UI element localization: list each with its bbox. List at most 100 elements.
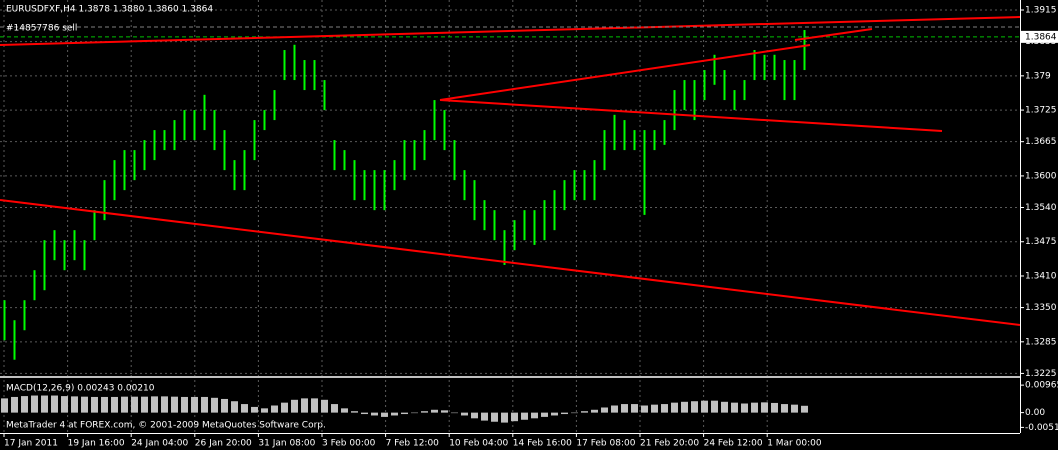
macd-bar (151, 396, 158, 413)
macd-bar (511, 412, 518, 422)
macd-bar (761, 402, 768, 413)
macd-bar (451, 412, 458, 414)
x-tick-label: 3 Feb 00:00 (322, 439, 376, 449)
watermark: MetaTrader 4 at FOREX.com, © 2001-2009 M… (6, 421, 326, 431)
x-tick-label: 24 Jan 04:00 (131, 439, 188, 449)
macd-bar (171, 396, 178, 413)
macd-bar (421, 411, 428, 413)
macd-bar (731, 402, 738, 413)
macd-tick-label: 0.00965 (1025, 381, 1058, 391)
macd-bar (771, 402, 778, 413)
macd-bar (51, 395, 58, 413)
macd-bar (211, 397, 218, 413)
macd-bar (271, 405, 278, 413)
macd-bar (641, 405, 648, 413)
macd-bar (71, 396, 78, 413)
y-tick-label: 1.3350 (1025, 303, 1057, 313)
macd-bar (131, 396, 138, 413)
macd-tick-label: 0.00 (1025, 408, 1045, 418)
macd-bar (121, 396, 128, 413)
macd-bar (31, 395, 38, 413)
macd-bar (581, 411, 588, 413)
trend-line (0, 16, 1021, 46)
macd-bar (571, 412, 578, 414)
y-tick-label: 1.3725 (1025, 106, 1057, 116)
macd-bar (611, 405, 618, 413)
macd-bar (401, 412, 408, 415)
x-tick-label: 26 Jan 20:00 (195, 439, 252, 449)
chart-title: EURUSDFXF,H4 1.3878 1.3880 1.3860 1.3864 (6, 5, 213, 15)
x-tick-label: 17 Jan 2011 (4, 439, 58, 449)
macd-bar (631, 404, 638, 413)
macd-bar (801, 405, 808, 413)
macd-bar (681, 401, 688, 413)
macd-bar (111, 396, 118, 413)
y-tick-label: 1.3915 (1025, 6, 1057, 16)
macd-title: MACD(12,26,9) 0.00243 0.00210 (6, 384, 155, 394)
macd-bar (541, 412, 548, 417)
macd-bar (701, 400, 708, 413)
current-price-box (1021, 30, 1058, 43)
macd-bar (291, 399, 298, 413)
x-tick-label: 14 Feb 16:00 (513, 439, 572, 449)
macd-panel (1, 395, 808, 423)
macd-bar (531, 412, 538, 419)
macd-bar (651, 404, 658, 413)
macd-bar (161, 396, 168, 413)
macd-tick-label: -0.00518 (1025, 423, 1058, 433)
x-tick-label: 31 Jan 08:00 (258, 439, 315, 449)
macd-bar (91, 396, 98, 413)
x-tick-label: 24 Feb 12:00 (704, 439, 763, 449)
macd-bar (351, 411, 358, 413)
x-tick-label: 19 Jan 16:00 (68, 439, 125, 449)
trend-line (439, 99, 943, 132)
macd-bar (201, 396, 208, 413)
macd-bar (591, 409, 598, 413)
trend-line (794, 28, 873, 41)
y-tick-label: 1.3600 (1025, 171, 1057, 181)
macd-bar (791, 404, 798, 413)
macd-bar (21, 396, 28, 413)
macd-bar (371, 412, 378, 416)
macd-bar (251, 406, 258, 413)
macd-bar (721, 401, 728, 413)
current-price-label: 1.3864 (1025, 32, 1057, 42)
macd-bar (331, 404, 338, 413)
panel-separator (0, 376, 1020, 378)
macd-bar (301, 398, 308, 413)
axes: 1.39151.38551.3791.37251.36651.36001.354… (3, 6, 1058, 449)
x-tick-label: 17 Feb 08:00 (576, 439, 635, 449)
x-tick-label: 21 Feb 20:00 (640, 439, 699, 449)
macd-bar (391, 412, 398, 416)
macd-bar (711, 400, 718, 413)
macd-bar (521, 412, 528, 420)
macd-bar (431, 409, 438, 413)
macd-bar (751, 402, 758, 413)
macd-bar (381, 412, 388, 417)
trend-line (0, 199, 1021, 326)
macd-bar (241, 404, 248, 413)
x-tick-label: 10 Feb 04:00 (449, 439, 508, 449)
macd-bar (661, 404, 668, 413)
macd-bar (741, 403, 748, 413)
macd-bar (61, 396, 68, 413)
trend-line (439, 44, 811, 101)
y-tick-label: 1.3665 (1025, 137, 1057, 147)
y-tick-label: 1.379 (1025, 71, 1051, 81)
macd-bar (1, 398, 8, 413)
macd-bar (551, 412, 558, 416)
macd-bar (441, 410, 448, 413)
macd-bar (341, 408, 348, 413)
macd-bar (411, 412, 418, 414)
y-tick-label: 1.3285 (1025, 337, 1057, 347)
macd-bar (101, 396, 108, 413)
x-tick-label: 7 Feb 12:00 (386, 439, 440, 449)
macd-bar (361, 412, 368, 415)
macd-bar (281, 402, 288, 413)
trend-lines (0, 16, 1021, 326)
macd-bar (181, 396, 188, 413)
macd-bar (691, 401, 698, 413)
macd-bar (561, 412, 568, 415)
